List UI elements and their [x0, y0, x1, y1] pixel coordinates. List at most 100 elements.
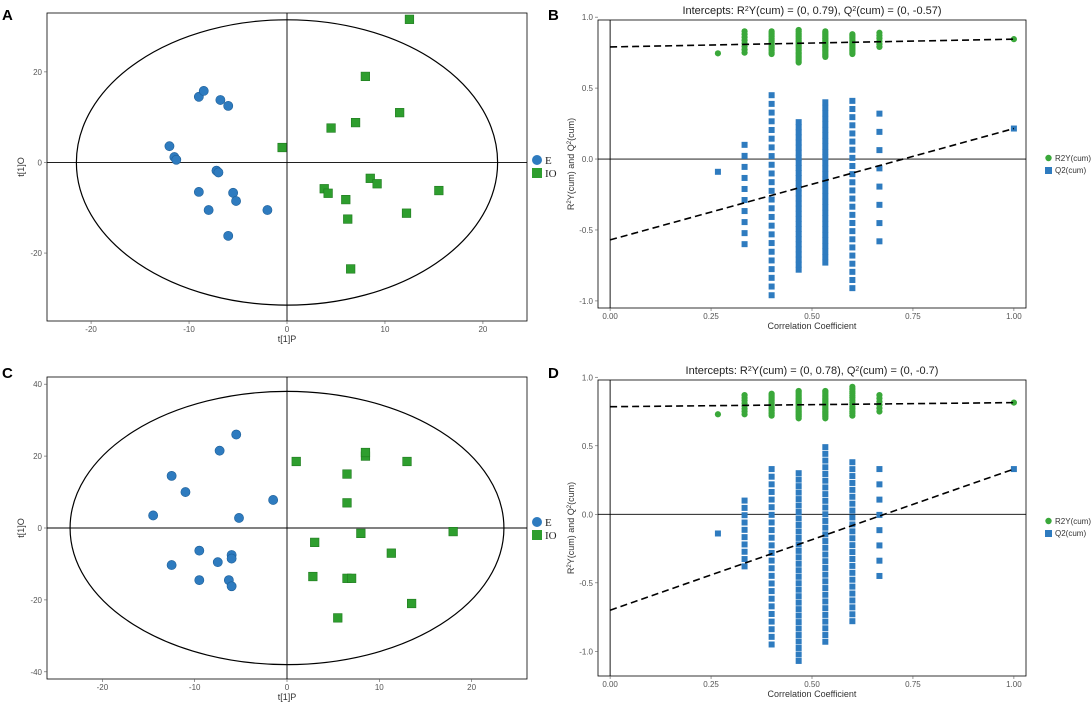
panel-d-q2-point [768, 580, 775, 587]
panel-b-q2-regression-line [609, 127, 1015, 241]
panel-c-point-io [342, 498, 352, 508]
panel-c-point-e [268, 495, 279, 505]
panel-d-r2y-point [795, 387, 802, 395]
panel-d-r2y-regression-line [610, 401, 1014, 408]
panel-a-point-e [213, 167, 224, 178]
panel-b-q2-point [795, 190, 802, 197]
panel-d-q2-point [822, 632, 829, 639]
panel-d-q2-point [768, 511, 775, 518]
panel-b-q2-point [795, 154, 802, 161]
panel-d-q2-point [822, 618, 829, 625]
panel-d-q2-point [741, 548, 748, 555]
panel-b-ylabel-part: (cum) [566, 118, 576, 141]
panel-b-q2-point [822, 220, 829, 227]
panel-d-q2-point [849, 597, 856, 604]
panel-c-point-io [402, 456, 412, 467]
panel-b-q2-point [822, 121, 829, 128]
panel-d-q2-point [795, 632, 802, 639]
panel-d-q2-point [795, 554, 802, 561]
panel-d-q2-point [795, 515, 802, 522]
panel-b-q2-point [795, 134, 802, 141]
panel-b-q2-point [822, 154, 829, 161]
panel-c-point-e [234, 513, 244, 523]
panel-b-q2-point [741, 163, 748, 170]
panel-d-r2y-point [876, 391, 883, 399]
panel-d-q2-point [795, 638, 802, 645]
panel-b-xtick-label: 0.25 [703, 312, 719, 321]
panel-c-score-plot: -20 -10 0 10 20 -40 -20 0 20 40 t[1]P t[1]O EIO [16, 376, 557, 702]
panel-b-q2-point [741, 174, 748, 181]
panel-b-q2-point [768, 266, 775, 273]
panel-b-q2-point [822, 176, 829, 183]
panel-d-q2-point [768, 473, 775, 480]
panel-a-xtick-label: 0 [285, 325, 290, 334]
panel-b-r2y-point [876, 29, 883, 36]
panel-d-q2-regression-line [609, 468, 1015, 611]
panel-d-q2-point [849, 618, 856, 625]
panel-b-ytick-label: 0.5 [582, 84, 594, 93]
panel-b-q2-point [849, 285, 856, 292]
panel-a-xtick-label: 20 [478, 325, 487, 334]
panel-b-q2-point [741, 141, 748, 148]
panel-d-q2-point [822, 511, 829, 518]
panel-b-q2-point [795, 129, 802, 136]
panel-b-q2-point [849, 211, 856, 218]
panel-b-q2-point [768, 100, 775, 107]
panel-a-legend-io-label: IO [545, 168, 557, 180]
panel-b-xtick-label: 0.00 [602, 312, 618, 321]
panel-d-q2-point [795, 496, 802, 503]
panel-c-point-e [166, 470, 177, 481]
panel-d-q2-point [849, 466, 856, 473]
panel-b-q2-point [876, 147, 883, 154]
panel-d-q2-point [849, 604, 856, 611]
panel-d-q2-point [822, 564, 829, 571]
panel-b-q2-point [822, 231, 829, 238]
panel-b-q2-point [849, 195, 856, 202]
panel-c-point-io [310, 537, 320, 547]
panel-b-q2-point [822, 198, 829, 205]
panel-a-point-e [215, 95, 226, 105]
panel-a-point-io [346, 264, 356, 274]
panel-b-q2-point [822, 187, 829, 194]
panel-d-q2-point [876, 481, 883, 488]
panel-d-q2-point [876, 542, 883, 549]
panel-c-xtick-label: 0 [285, 683, 290, 692]
panel-b-q2-point [849, 244, 856, 251]
panel-b-q2-point [768, 109, 775, 116]
panel-d-q2-point [822, 538, 829, 545]
panel-b-frame [597, 19, 1027, 309]
panel-d-q2-point [822, 531, 829, 538]
panel-b-q2-point [795, 185, 802, 192]
panel-d-q2-point [849, 555, 856, 562]
panel-d-q2-point [822, 638, 829, 645]
panel-b-q2-point [768, 92, 775, 99]
panel-c-point-e [180, 487, 191, 497]
panel-b-q2-point [822, 171, 829, 178]
panel-d-q2-point [822, 464, 829, 471]
panel-b-q2-point [822, 160, 829, 167]
panel-c-ytick-label: -40 [30, 668, 42, 677]
panel-letter-b: B [548, 7, 559, 24]
panel-d-title-part: Y(cum) = (0, 0.78), Q [752, 365, 856, 377]
panel-d-q2-point [795, 567, 802, 574]
panel-b-q2-point [849, 122, 856, 129]
panel-d-q2-point [768, 557, 775, 564]
panel-b-q2-point [795, 139, 802, 146]
panel-b-q2-point [822, 204, 829, 211]
panel-d-xtick-label: 0.75 [905, 680, 921, 689]
panel-b-q2-point [741, 185, 748, 192]
panel-b-ytick-label: -0.5 [579, 226, 593, 235]
panel-d-q2-point [822, 470, 829, 477]
panel-c-point-e [194, 545, 205, 556]
panel-b-r2y-point [795, 26, 802, 34]
panel-b-q2-point [822, 115, 829, 122]
panel-letter-a: A [2, 7, 13, 24]
panel-d-q2-point [795, 625, 802, 632]
panel-d-q2-point [849, 459, 856, 466]
panel-a-score-plot: -20 -10 0 10 20 -20 0 20 t[1]P t[1]O EIO [16, 12, 557, 344]
panel-d-q2-point [741, 556, 748, 563]
panel-b-r2y-point [768, 28, 775, 35]
panel-d-q2-point [822, 484, 829, 491]
panel-b-q2-point [876, 183, 883, 190]
